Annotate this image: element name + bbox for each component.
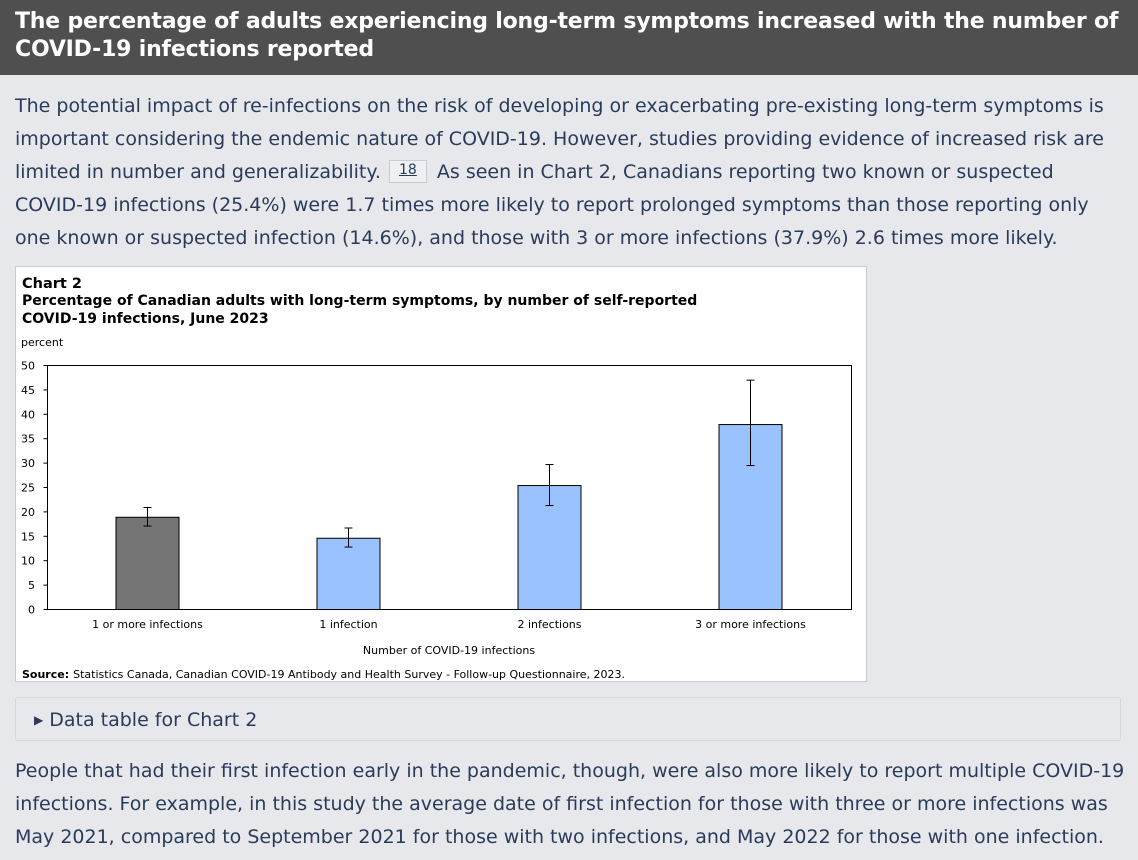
bar-chart: Chart 2 Percentage of Canadian adults wi… <box>21 276 852 681</box>
y-tick-label: 0 <box>28 604 35 617</box>
y-tick-label: 20 <box>21 506 35 519</box>
y-tick-label: 35 <box>21 433 35 446</box>
y-tick-label: 40 <box>21 408 35 421</box>
bar-2 <box>316 537 381 611</box>
x-axis-label: Number of COVID-19 infections <box>363 644 535 657</box>
intro-paragraph: The potential impact of re-infections on… <box>0 90 1138 255</box>
y-tick-label: 30 <box>21 457 35 470</box>
chart-source: Source: Statistics Canada, Canadian COVID… <box>22 668 625 681</box>
y-tick-label: 15 <box>21 530 35 543</box>
chart-container: Chart 2 Percentage of Canadian adults wi… <box>15 266 867 682</box>
source-text: Statistics Canada, Canadian COVID-19 Ant… <box>73 668 625 681</box>
x-tick-label-2: 1 infection <box>319 618 377 631</box>
footnote-link[interactable]: 18 <box>389 160 427 183</box>
y-tick-label: 25 <box>21 482 35 495</box>
disclosure-triangle-icon: ▶ <box>34 713 44 727</box>
chart-title: Percentage of Canadian adults with long-… <box>22 293 697 327</box>
data-table-toggle[interactable]: ▶ Data table for Chart 2 <box>15 697 1121 741</box>
section-header: The percentage of adults experiencing lo… <box>0 0 1138 75</box>
y-tick-label: 45 <box>21 384 35 397</box>
y-axis-label: percent <box>21 336 64 349</box>
bar-3 <box>517 485 582 611</box>
y-tick-label: 5 <box>28 579 35 592</box>
y-tick-label: 10 <box>21 555 35 568</box>
x-tick-label-3: 2 infections <box>517 618 581 631</box>
section-title: The percentage of adults experiencing lo… <box>15 9 1119 62</box>
outro-paragraph: People that had their first infection ea… <box>15 760 1125 848</box>
x-tick-label-1: 1 or more infections <box>92 618 203 631</box>
chart-label: Chart 2 <box>22 276 82 292</box>
intro-text-b: As seen in Chart 2, Canadians reporting … <box>15 161 1089 249</box>
data-table-toggle-label: Data table for Chart 2 <box>49 709 258 731</box>
bar-1 <box>115 516 180 611</box>
y-tick-label: 50 <box>21 360 35 373</box>
source-label: Source: <box>22 668 69 681</box>
intro-text-a: The potential impact of re-infections on… <box>15 95 1104 183</box>
plot-frame <box>47 365 852 610</box>
x-tick-label-4: 3 or more infections <box>695 618 806 631</box>
